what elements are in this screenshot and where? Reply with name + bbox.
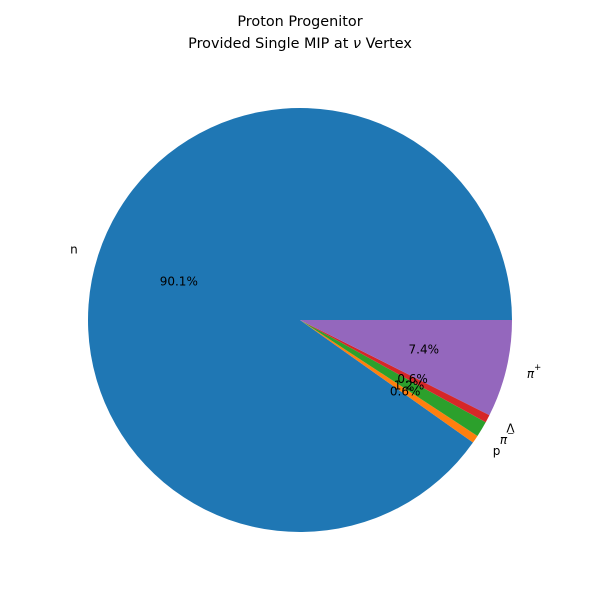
slice-label-0: n	[70, 242, 78, 256]
pie-slice-2	[300, 320, 486, 436]
chart-title-line-2-suffix: Vertex	[361, 36, 412, 52]
chart-title-line-2: Provided Single MIP at ν Vertex	[188, 36, 412, 52]
pie-slice-1	[300, 320, 478, 443]
slice-label-3: Λ	[506, 422, 515, 436]
pie-slice-3	[300, 320, 490, 423]
slice-pct-1: 0.6%	[390, 385, 421, 399]
slice-label-2: π−	[500, 429, 514, 447]
chart-title-line-2-prefix: Provided Single MIP at	[188, 36, 353, 52]
chart-title-line-2-symbol: ν	[353, 36, 361, 52]
slice-pct-3: 0.6%	[397, 372, 428, 386]
chart-title-line-1: Proton Progenitor	[237, 14, 362, 30]
slice-label-1: p	[493, 444, 501, 458]
slice-pct-0: 90.1%	[160, 274, 198, 288]
slice-label-4: π+	[527, 363, 541, 381]
slice-pct-2: 1.2%	[394, 378, 425, 392]
pie-slice-4	[300, 320, 512, 416]
pie-slices	[87, 108, 513, 533]
pie-labels: n 90.1% p 0.6% π− 1.2% Λ 0.6% π+ 7.4%	[70, 242, 541, 458]
slice-pct-4: 7.4%	[409, 342, 440, 356]
